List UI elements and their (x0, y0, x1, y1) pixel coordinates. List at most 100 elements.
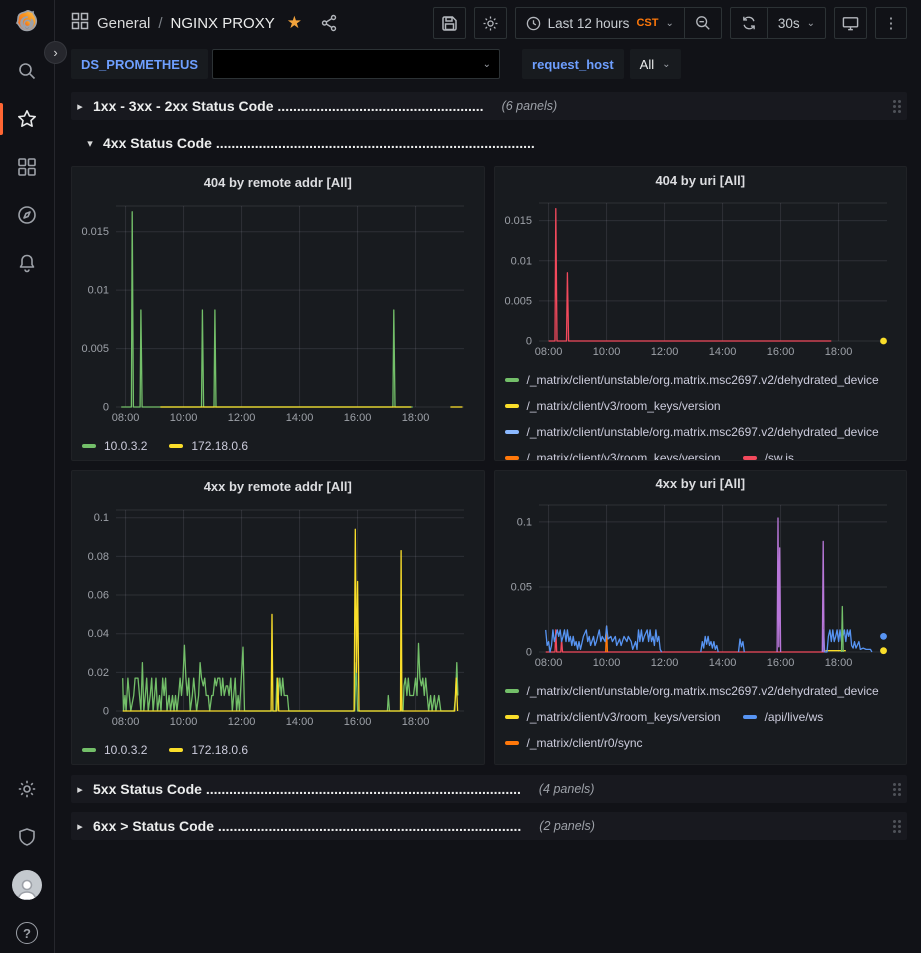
refresh-icon (743, 16, 755, 30)
legend-item[interactable]: 10.0.3.2 (82, 439, 147, 453)
chevron-down-icon: ⌄ (665, 17, 674, 29)
legend-item[interactable]: /_matrix/client/v3/room_keys/version (504, 709, 721, 724)
sidebar-item-dashboards[interactable] (0, 157, 55, 177)
timezone-label: CST (636, 17, 659, 29)
sidebar-item-starred[interactable] (0, 103, 55, 135)
zoom-out-button[interactable] (683, 8, 721, 38)
row-header-4xx[interactable]: ▾ 4xx Status Code ......................… (71, 129, 907, 157)
svg-text:16:00: 16:00 (344, 412, 372, 424)
panel-title[interactable]: 404 by uri [All] (655, 172, 746, 188)
help-icon: ? (16, 922, 38, 944)
request-host-value: All (639, 56, 655, 72)
kebab-icon: ⋮ (883, 15, 899, 32)
sidebar-expand-button[interactable]: › (44, 41, 67, 64)
svg-text:0.05: 0.05 (510, 581, 531, 593)
sidebar-item-help[interactable]: ? (0, 922, 55, 944)
svg-text:0: 0 (103, 402, 109, 414)
legend-item[interactable]: /sw.js (742, 451, 794, 460)
refresh-button[interactable] (731, 8, 767, 38)
variable-value-datasource[interactable]: ⌄ (212, 49, 501, 79)
sidebar-item-explore[interactable] (0, 205, 55, 225)
chevron-down-icon: ▾ (87, 137, 93, 150)
legend-swatch (169, 748, 184, 752)
grafana-logo[interactable] (0, 10, 55, 33)
sidebar-item-server-admin[interactable] (0, 827, 55, 847)
panel-404-by-uri: 404 by uri [All] 0 0.005 0.01 0.015 08:00 10:… (493, 166, 907, 461)
legend-swatch (504, 714, 519, 719)
kebab-menu-button[interactable]: ⋮ (875, 7, 907, 39)
legend-item[interactable]: 10.0.3.2 (82, 743, 147, 757)
favorite-star-icon[interactable]: ★ (286, 13, 302, 32)
panel-title[interactable]: 4xx by uri [All] (655, 475, 746, 491)
svg-text:14:00: 14:00 (708, 346, 736, 358)
top-navbar: General / NGINX PROXY ★ Last 12 hours CS… (55, 0, 921, 46)
search-icon[interactable] (0, 61, 55, 81)
time-series-chart: 0 0.005 0.01 0.015 08:00 10:00 12:00 14:00 16:00… (503, 194, 899, 364)
row-header-1xx-3xx-2xx[interactable]: ▸ 1xx - 3xx - 2xx Status Code ..........… (71, 92, 907, 120)
legend-item[interactable]: /_matrix/client/v3/room_keys/version (504, 451, 721, 460)
chevron-right-icon: ▸ (77, 100, 83, 113)
legend-item[interactable]: /_matrix/client/unstable/org.matrix.msc2… (504, 425, 879, 439)
legend-swatch (742, 455, 757, 460)
time-range-picker[interactable]: Last 12 hours CST ⌄ (516, 8, 684, 38)
panel-title[interactable]: 4xx by remote addr [All] (203, 478, 352, 494)
variable-value-request-host[interactable]: All ⌄ (629, 49, 681, 79)
variable-label-request-host[interactable]: request_host (522, 49, 624, 79)
dashboard-grid-icon (71, 12, 89, 34)
legend-label: 10.0.3.2 (104, 439, 148, 453)
svg-text:10:00: 10:00 (170, 716, 198, 728)
breadcrumb-dashboard-title[interactable]: NGINX PROXY (170, 14, 275, 32)
legend-row: 10.0.3.2 172.18.0.6 (80, 433, 476, 459)
share-icon[interactable] (320, 14, 338, 32)
legend-item[interactable]: /_matrix/client/v3/room_keys/version (504, 398, 721, 413)
row-header-6xx[interactable]: ▸ 6xx > Status Code ....................… (71, 812, 907, 840)
legend-item[interactable]: /_matrix/client/unstable/org.matrix.msc2… (505, 762, 879, 764)
row-drag-handle[interactable] (893, 782, 901, 796)
svg-text:0.08: 0.08 (88, 551, 109, 563)
time-series-chart: 0 0.005 0.01 0.015 08:00 10:00 12:00 14:00 16:00… (80, 197, 476, 430)
legend-swatch (504, 455, 519, 460)
legend-row: 10.0.3.2 172.18.0.6 (80, 737, 476, 763)
row-drag-handle[interactable] (893, 819, 901, 833)
legend-item[interactable]: /_matrix/client/r0/sync (504, 736, 643, 750)
svg-text:0.01: 0.01 (510, 255, 531, 267)
legend-row: /_matrix/client/unstable/org.matrix.msc2… (503, 678, 899, 704)
legend-swatch (742, 714, 757, 719)
legend-label: /api/live/ws (764, 709, 824, 724)
legend-item[interactable]: /_matrix/client/unstable/org.matrix.msc2… (504, 684, 879, 698)
svg-text:18:00: 18:00 (402, 716, 430, 728)
refresh-interval-picker[interactable]: 30s ⌄ (766, 8, 825, 38)
svg-text:0.04: 0.04 (88, 628, 109, 640)
legend-item[interactable]: /_matrix/client/unstable/org.matrix.msc2… (504, 373, 879, 387)
zoom-out-icon (695, 16, 710, 30)
user-avatar[interactable] (0, 870, 55, 900)
avatar (12, 870, 42, 900)
legend-item[interactable]: 172.18.0.6 (169, 439, 248, 453)
sidebar-item-configuration[interactable] (0, 779, 55, 799)
time-series-chart: 0 0.05 0.1 08:00 10:00 12:00 14:00 16:00 18:00 (503, 496, 899, 675)
sidebar-item-alerting[interactable] (0, 253, 55, 273)
legend-item[interactable]: /api/live/ws (742, 709, 824, 724)
save-dashboard-button[interactable] (432, 7, 466, 39)
svg-text:0.015: 0.015 (504, 215, 532, 227)
legend-label: /_matrix/client/v3/room_keys/version (526, 709, 721, 724)
legend-row: /_matrix/client/v3/room_keys/version (503, 393, 899, 419)
time-range-label: Last 12 hours (547, 15, 630, 31)
panel-title[interactable]: 404 by remote addr [All] (203, 174, 352, 190)
chevron-down-icon: ⌄ (482, 58, 492, 70)
panel-4xx-by-remote-addr: 4xx by remote addr [All] 0 0.02 0.04 0.06 0.… (71, 470, 485, 765)
breadcrumb-folder[interactable]: General (97, 14, 151, 32)
legend-label: /_matrix/client/v3/room_keys/version (526, 398, 721, 413)
svg-text:16:00: 16:00 (766, 346, 794, 358)
legend-item[interactable]: 172.18.0.6 (169, 743, 248, 757)
svg-text:12:00: 12:00 (228, 412, 256, 424)
variable-label-datasource[interactable]: DS_PROMETHEUS (71, 49, 209, 79)
row-drag-handle[interactable] (893, 99, 901, 113)
cycle-view-mode-button[interactable] (834, 7, 867, 39)
chevron-down-icon: ⌄ (662, 58, 671, 70)
breadcrumb: General / NGINX PROXY ★ (71, 12, 338, 34)
legend-row: /_matrix/client/unstable/org.matrix.msc2… (503, 756, 899, 764)
legend-swatch (504, 429, 519, 434)
row-header-5xx[interactable]: ▸ 5xx Status Code ......................… (71, 775, 907, 803)
dashboard-settings-button[interactable] (473, 7, 507, 39)
